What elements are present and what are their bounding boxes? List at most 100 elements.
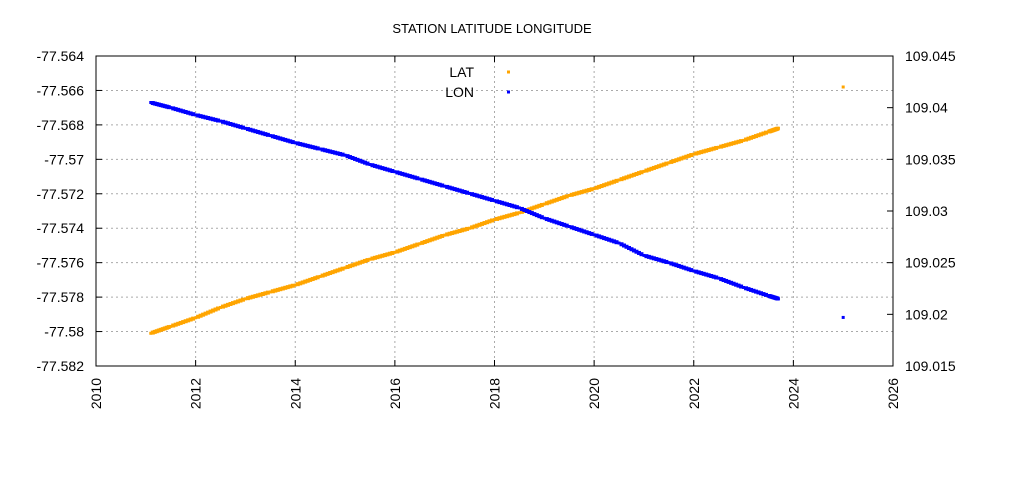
data-point <box>275 287 280 292</box>
data-point <box>400 171 405 176</box>
y-right-tick-label: 109.02 <box>905 306 948 322</box>
data-point <box>584 188 589 193</box>
data-point <box>462 227 467 232</box>
data-point <box>614 178 619 183</box>
data-point <box>514 205 519 210</box>
data-point <box>661 162 666 167</box>
data-point <box>420 240 425 245</box>
data-point <box>283 285 288 290</box>
data-point <box>235 299 240 304</box>
data-point <box>171 106 176 111</box>
data-point <box>365 258 370 263</box>
data-point <box>328 149 333 154</box>
data-point <box>482 221 487 226</box>
data-point <box>169 106 173 110</box>
data-point <box>173 107 178 112</box>
data-point <box>749 287 754 292</box>
data-point <box>171 323 176 328</box>
data-point <box>631 172 636 177</box>
data-point <box>318 147 322 151</box>
data-point <box>230 301 235 306</box>
x-tick-label: 2018 <box>487 378 503 409</box>
data-point <box>422 240 427 244</box>
data-point <box>255 293 260 298</box>
data-point <box>477 222 482 227</box>
data-point <box>729 141 734 146</box>
data-point <box>318 274 322 278</box>
data-point <box>667 161 671 165</box>
data-point <box>514 211 519 216</box>
data-point <box>245 127 250 132</box>
data-point <box>166 325 171 330</box>
data-point <box>300 142 305 147</box>
data-point <box>602 236 607 241</box>
data-point <box>176 107 181 112</box>
data-point <box>176 321 181 326</box>
data-point <box>763 130 768 135</box>
data-point <box>293 283 297 287</box>
data-point <box>509 212 514 217</box>
data-point <box>547 200 552 205</box>
data-point <box>480 221 485 226</box>
data-point <box>622 176 627 181</box>
data-point <box>651 165 656 170</box>
data-point <box>676 263 681 268</box>
data-point <box>305 278 310 283</box>
data-point <box>631 248 636 253</box>
data-point <box>494 216 499 221</box>
data-point <box>751 134 756 139</box>
data-point <box>343 266 347 270</box>
data-point <box>186 110 191 115</box>
data-point <box>298 281 303 286</box>
data-point <box>749 135 754 140</box>
data-point <box>597 184 602 189</box>
data-point <box>372 163 377 168</box>
data-point <box>340 152 345 157</box>
data-point <box>614 240 619 245</box>
data-point <box>701 149 706 154</box>
data-point <box>742 138 746 142</box>
data-point <box>194 316 198 320</box>
plot-area <box>149 85 845 335</box>
y-left-tick-label: -77.574 <box>37 220 85 236</box>
data-point <box>758 132 763 137</box>
data-point <box>661 259 666 264</box>
data-point <box>228 302 233 306</box>
data-point <box>587 231 592 236</box>
data-point <box>278 287 283 292</box>
data-point <box>243 126 247 130</box>
data-point <box>717 276 721 280</box>
data-point <box>198 114 203 119</box>
data-point <box>477 194 482 199</box>
data-point <box>258 292 263 297</box>
data-point <box>639 252 644 257</box>
data-point <box>726 142 731 147</box>
data-point <box>681 265 686 270</box>
data-point <box>465 190 470 195</box>
data-point <box>509 203 514 208</box>
data-point <box>572 226 577 231</box>
data-point <box>407 245 412 250</box>
data-point <box>499 215 504 220</box>
data-point <box>402 246 407 251</box>
data-point <box>527 207 532 212</box>
data-point <box>734 282 739 287</box>
data-point <box>348 264 353 269</box>
data-point <box>679 264 684 269</box>
data-point <box>235 124 240 129</box>
data-point <box>308 144 313 149</box>
data-point <box>607 237 612 242</box>
data-point <box>497 216 502 221</box>
data-point <box>472 224 477 229</box>
legend-label-lon: LON <box>445 84 474 100</box>
data-point <box>310 277 315 282</box>
data-point <box>468 226 472 230</box>
data-point <box>667 261 671 265</box>
data-point <box>181 320 186 325</box>
data-point <box>636 171 641 176</box>
data-point <box>841 85 845 89</box>
x-tick-label: 2012 <box>188 378 204 409</box>
y-left-tick-label: -77.568 <box>37 117 85 133</box>
data-point <box>452 230 457 235</box>
